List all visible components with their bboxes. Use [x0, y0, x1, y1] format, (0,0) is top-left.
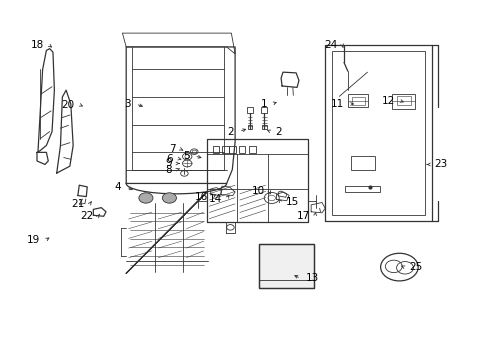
Bar: [261, 107, 266, 113]
Bar: [391, 94, 414, 109]
Text: 7: 7: [168, 144, 175, 154]
Text: 18: 18: [30, 40, 43, 50]
Text: 10: 10: [251, 186, 264, 196]
Text: 2: 2: [275, 127, 282, 136]
Bar: [229, 146, 236, 153]
Bar: [249, 146, 255, 153]
Bar: [247, 107, 252, 113]
Text: 9: 9: [165, 158, 171, 168]
Text: 15: 15: [285, 198, 299, 207]
Text: 24: 24: [324, 40, 337, 50]
Text: 4: 4: [115, 182, 121, 192]
Text: 17: 17: [296, 211, 309, 221]
Text: 1: 1: [260, 99, 266, 109]
Text: 14: 14: [208, 194, 222, 204]
Circle shape: [139, 193, 153, 203]
Bar: [396, 96, 410, 105]
Bar: [347, 94, 367, 107]
Text: 20: 20: [61, 100, 74, 110]
Text: 2: 2: [227, 127, 234, 136]
Text: 6: 6: [166, 154, 173, 163]
Text: 21: 21: [72, 199, 85, 209]
Text: 13: 13: [305, 274, 318, 283]
Circle shape: [162, 193, 176, 203]
Text: 8: 8: [165, 165, 171, 175]
Bar: [350, 156, 374, 170]
Bar: [258, 244, 313, 288]
Text: 23: 23: [434, 159, 447, 170]
Bar: [332, 51, 425, 215]
Bar: [247, 125, 252, 129]
Bar: [222, 146, 228, 153]
Text: 22: 22: [80, 211, 93, 221]
Text: 11: 11: [330, 99, 344, 109]
Bar: [258, 244, 313, 288]
Bar: [351, 97, 364, 105]
Bar: [212, 146, 219, 153]
Bar: [192, 150, 196, 153]
Text: 16: 16: [194, 192, 207, 202]
Bar: [344, 186, 379, 192]
Text: 5: 5: [183, 151, 189, 161]
Text: 19: 19: [27, 235, 40, 246]
Text: 3: 3: [124, 99, 131, 109]
Text: 25: 25: [408, 262, 421, 272]
Text: 12: 12: [381, 95, 394, 105]
Bar: [262, 125, 266, 129]
Bar: [238, 146, 245, 153]
